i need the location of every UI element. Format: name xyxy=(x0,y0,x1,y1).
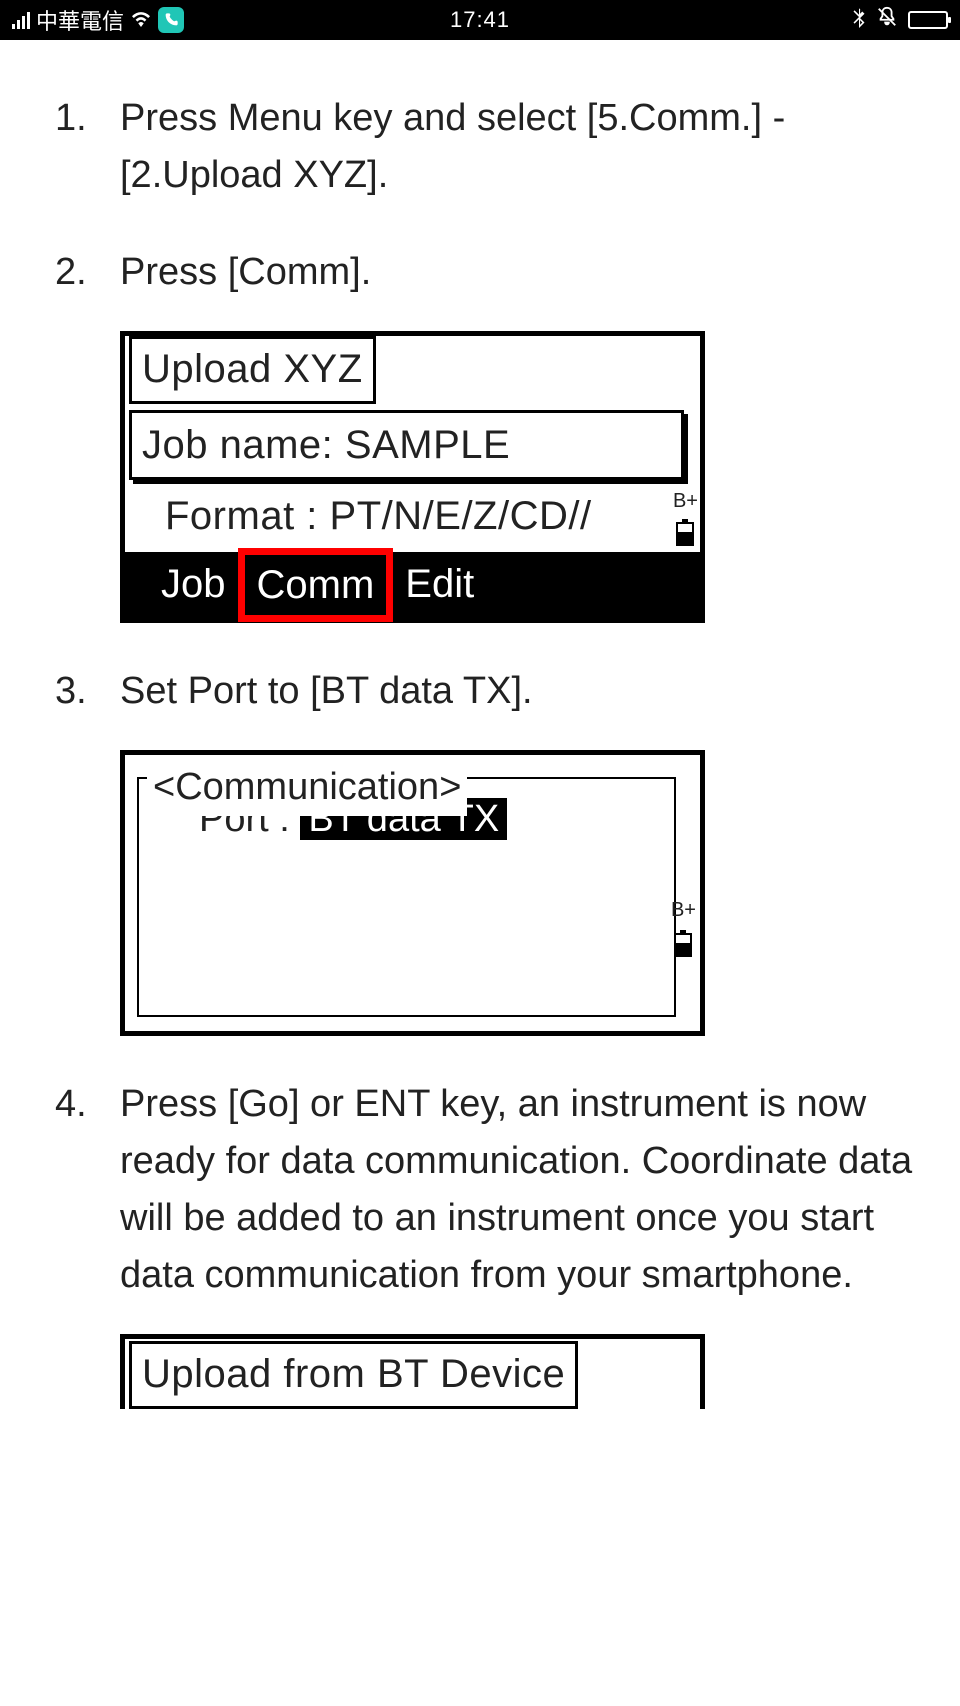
jobname-value: SAMPLE xyxy=(345,423,510,467)
step-text: Press [Go] or ENT key, an instrument is … xyxy=(120,1083,912,1296)
format-label: Format : xyxy=(165,494,318,538)
jobname-label: Job name: xyxy=(142,423,333,467)
bluetooth-icon xyxy=(852,6,866,34)
wifi-icon xyxy=(130,7,152,33)
softkey-comm[interactable]: Comm xyxy=(238,548,394,622)
clock: 17:41 xyxy=(324,7,636,33)
status-right xyxy=(636,6,948,34)
lcd-bt-battery-icon: B+ xyxy=(671,895,696,957)
mute-bell-icon xyxy=(876,6,898,34)
lcd-title: Upload XYZ xyxy=(129,336,376,404)
format-value: PT/N/E/Z/CD// xyxy=(330,494,592,538)
lcd-softkey-bar: Job Comm Edit xyxy=(125,552,700,618)
status-bar: 中華電信 17:41 xyxy=(0,0,960,40)
page-content: Press Menu key and select [5.Comm.] - [2… xyxy=(0,40,960,1409)
lcd-title: Upload from BT Device xyxy=(129,1341,578,1409)
step-2: Press [Comm]. Upload XYZ Job name: SAMPL… xyxy=(45,244,915,623)
lcd-upload-bt-device: Upload from BT Device xyxy=(120,1334,705,1409)
lcd-legend: <Communication> xyxy=(147,759,467,816)
lcd-jobname-field: Job name: SAMPLE xyxy=(129,410,684,480)
step-4: Press [Go] or ENT key, an instrument is … xyxy=(45,1076,915,1409)
step-text: Press [Comm]. xyxy=(120,251,371,293)
softkey-edit[interactable]: Edit xyxy=(393,554,486,616)
softkey-job[interactable]: Job xyxy=(149,554,238,616)
cell-signal-icon xyxy=(12,11,30,29)
step-1: Press Menu key and select [5.Comm.] - [2… xyxy=(45,90,915,204)
battery-icon xyxy=(908,11,948,29)
instruction-list: Press Menu key and select [5.Comm.] - [2… xyxy=(45,90,915,1409)
lcd-upload-xyz: Upload XYZ Job name: SAMPLE Format : PT/… xyxy=(120,331,705,623)
step-text: Press Menu key and select [5.Comm.] - [2… xyxy=(120,97,785,196)
mini-battery-icon xyxy=(674,933,692,957)
lcd-bt-battery-icon: B+ xyxy=(673,486,698,546)
mini-battery-icon xyxy=(676,522,694,546)
lcd-format-row: Format : PT/N/E/Z/CD// xyxy=(125,480,700,552)
carrier-label: 中華電信 xyxy=(36,4,124,36)
step-text: Set Port to [BT data TX]. xyxy=(120,670,533,712)
phone-app-icon xyxy=(158,7,184,33)
bt-glyph: B+ xyxy=(671,895,696,925)
status-left: 中華電信 xyxy=(12,4,324,36)
bt-glyph: B+ xyxy=(673,486,698,516)
lcd-communication: <Communication> Port : BT data TX B+ xyxy=(120,750,705,1036)
step-3: Set Port to [BT data TX]. <Communication… xyxy=(45,663,915,1036)
